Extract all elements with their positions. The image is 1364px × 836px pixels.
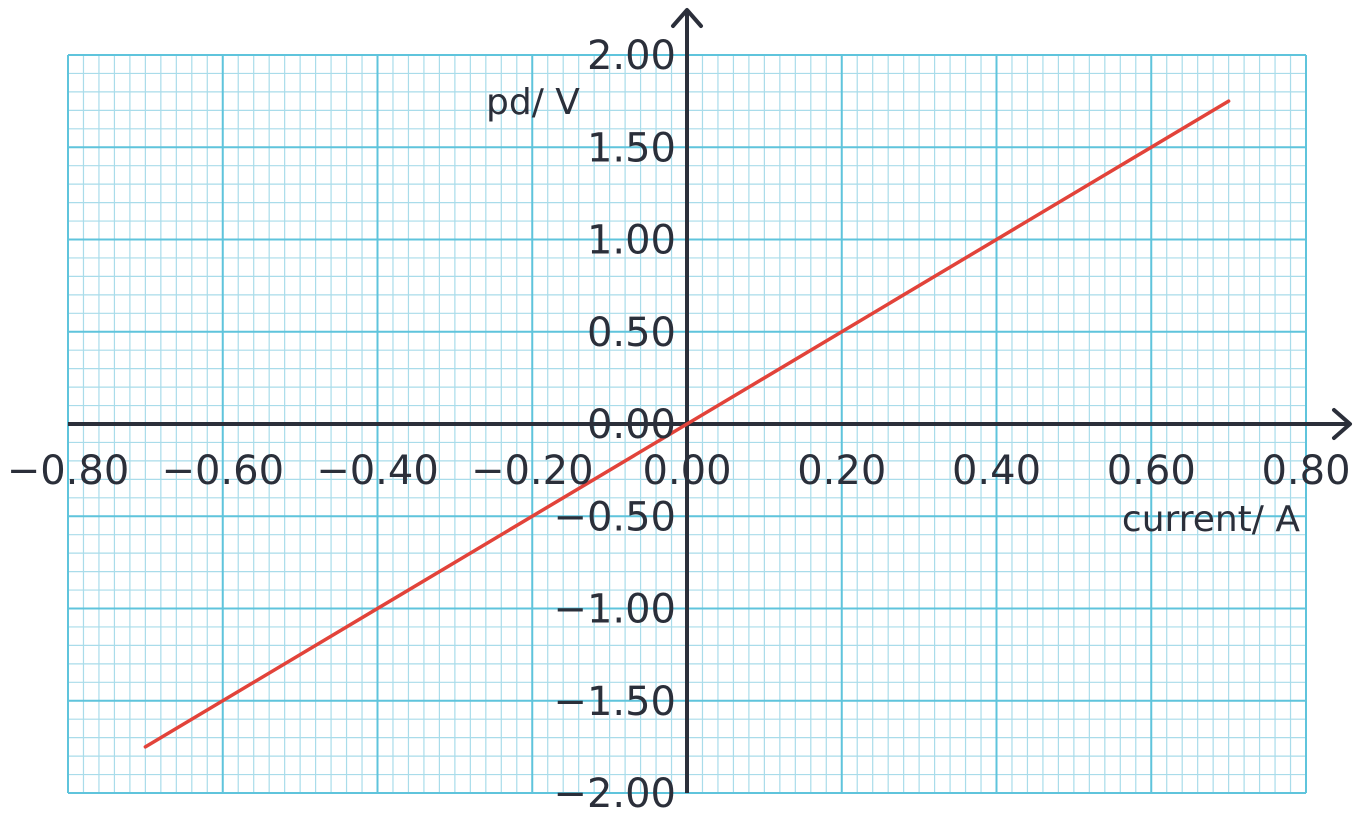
- y-tick-label: −1.50: [553, 679, 676, 725]
- y-tick-label: 2.00: [587, 33, 676, 79]
- x-tick-label: 0.20: [797, 448, 886, 494]
- y-tick-label: −1.00: [553, 587, 676, 633]
- y-tick-labels: 2.00 1.50 1.00 0.50 0.00 −0.50 −1.00 −1.50 −2.00: [553, 33, 676, 817]
- y-axis-arrow: [671, 8, 703, 28]
- y-tick-label: −0.50: [553, 494, 676, 540]
- x-tick-label: 0.40: [952, 448, 1041, 494]
- x-tick-label: 0.00: [642, 448, 731, 494]
- x-axis-arrow: [1332, 408, 1352, 440]
- x-tick-labels: −0.80 −0.60 −0.40 −0.20 0.00 0.20 0.40 0.60 0.80: [7, 448, 1351, 494]
- y-tick-label: 1.50: [587, 125, 676, 171]
- x-tick-label: −0.20: [471, 448, 594, 494]
- y-tick-label: 0.50: [587, 310, 676, 356]
- x-tick-label: −0.40: [316, 448, 439, 494]
- series-layer: [143, 99, 1231, 749]
- x-axis-label: current/ A: [1122, 499, 1300, 540]
- y-tick-label: 1.00: [587, 218, 676, 264]
- x-tick-label: −0.60: [161, 448, 284, 494]
- x-tick-label: 0.80: [1261, 448, 1350, 494]
- x-tick-label: −0.80: [7, 448, 130, 494]
- axes: [68, 8, 1352, 793]
- y-axis-label: pd/ V: [486, 82, 580, 123]
- x-tick-label: 0.60: [1107, 448, 1196, 494]
- y-tick-label: −2.00: [553, 771, 676, 817]
- series-line-0: [143, 99, 1231, 749]
- y-tick-label: 0.00: [587, 402, 676, 448]
